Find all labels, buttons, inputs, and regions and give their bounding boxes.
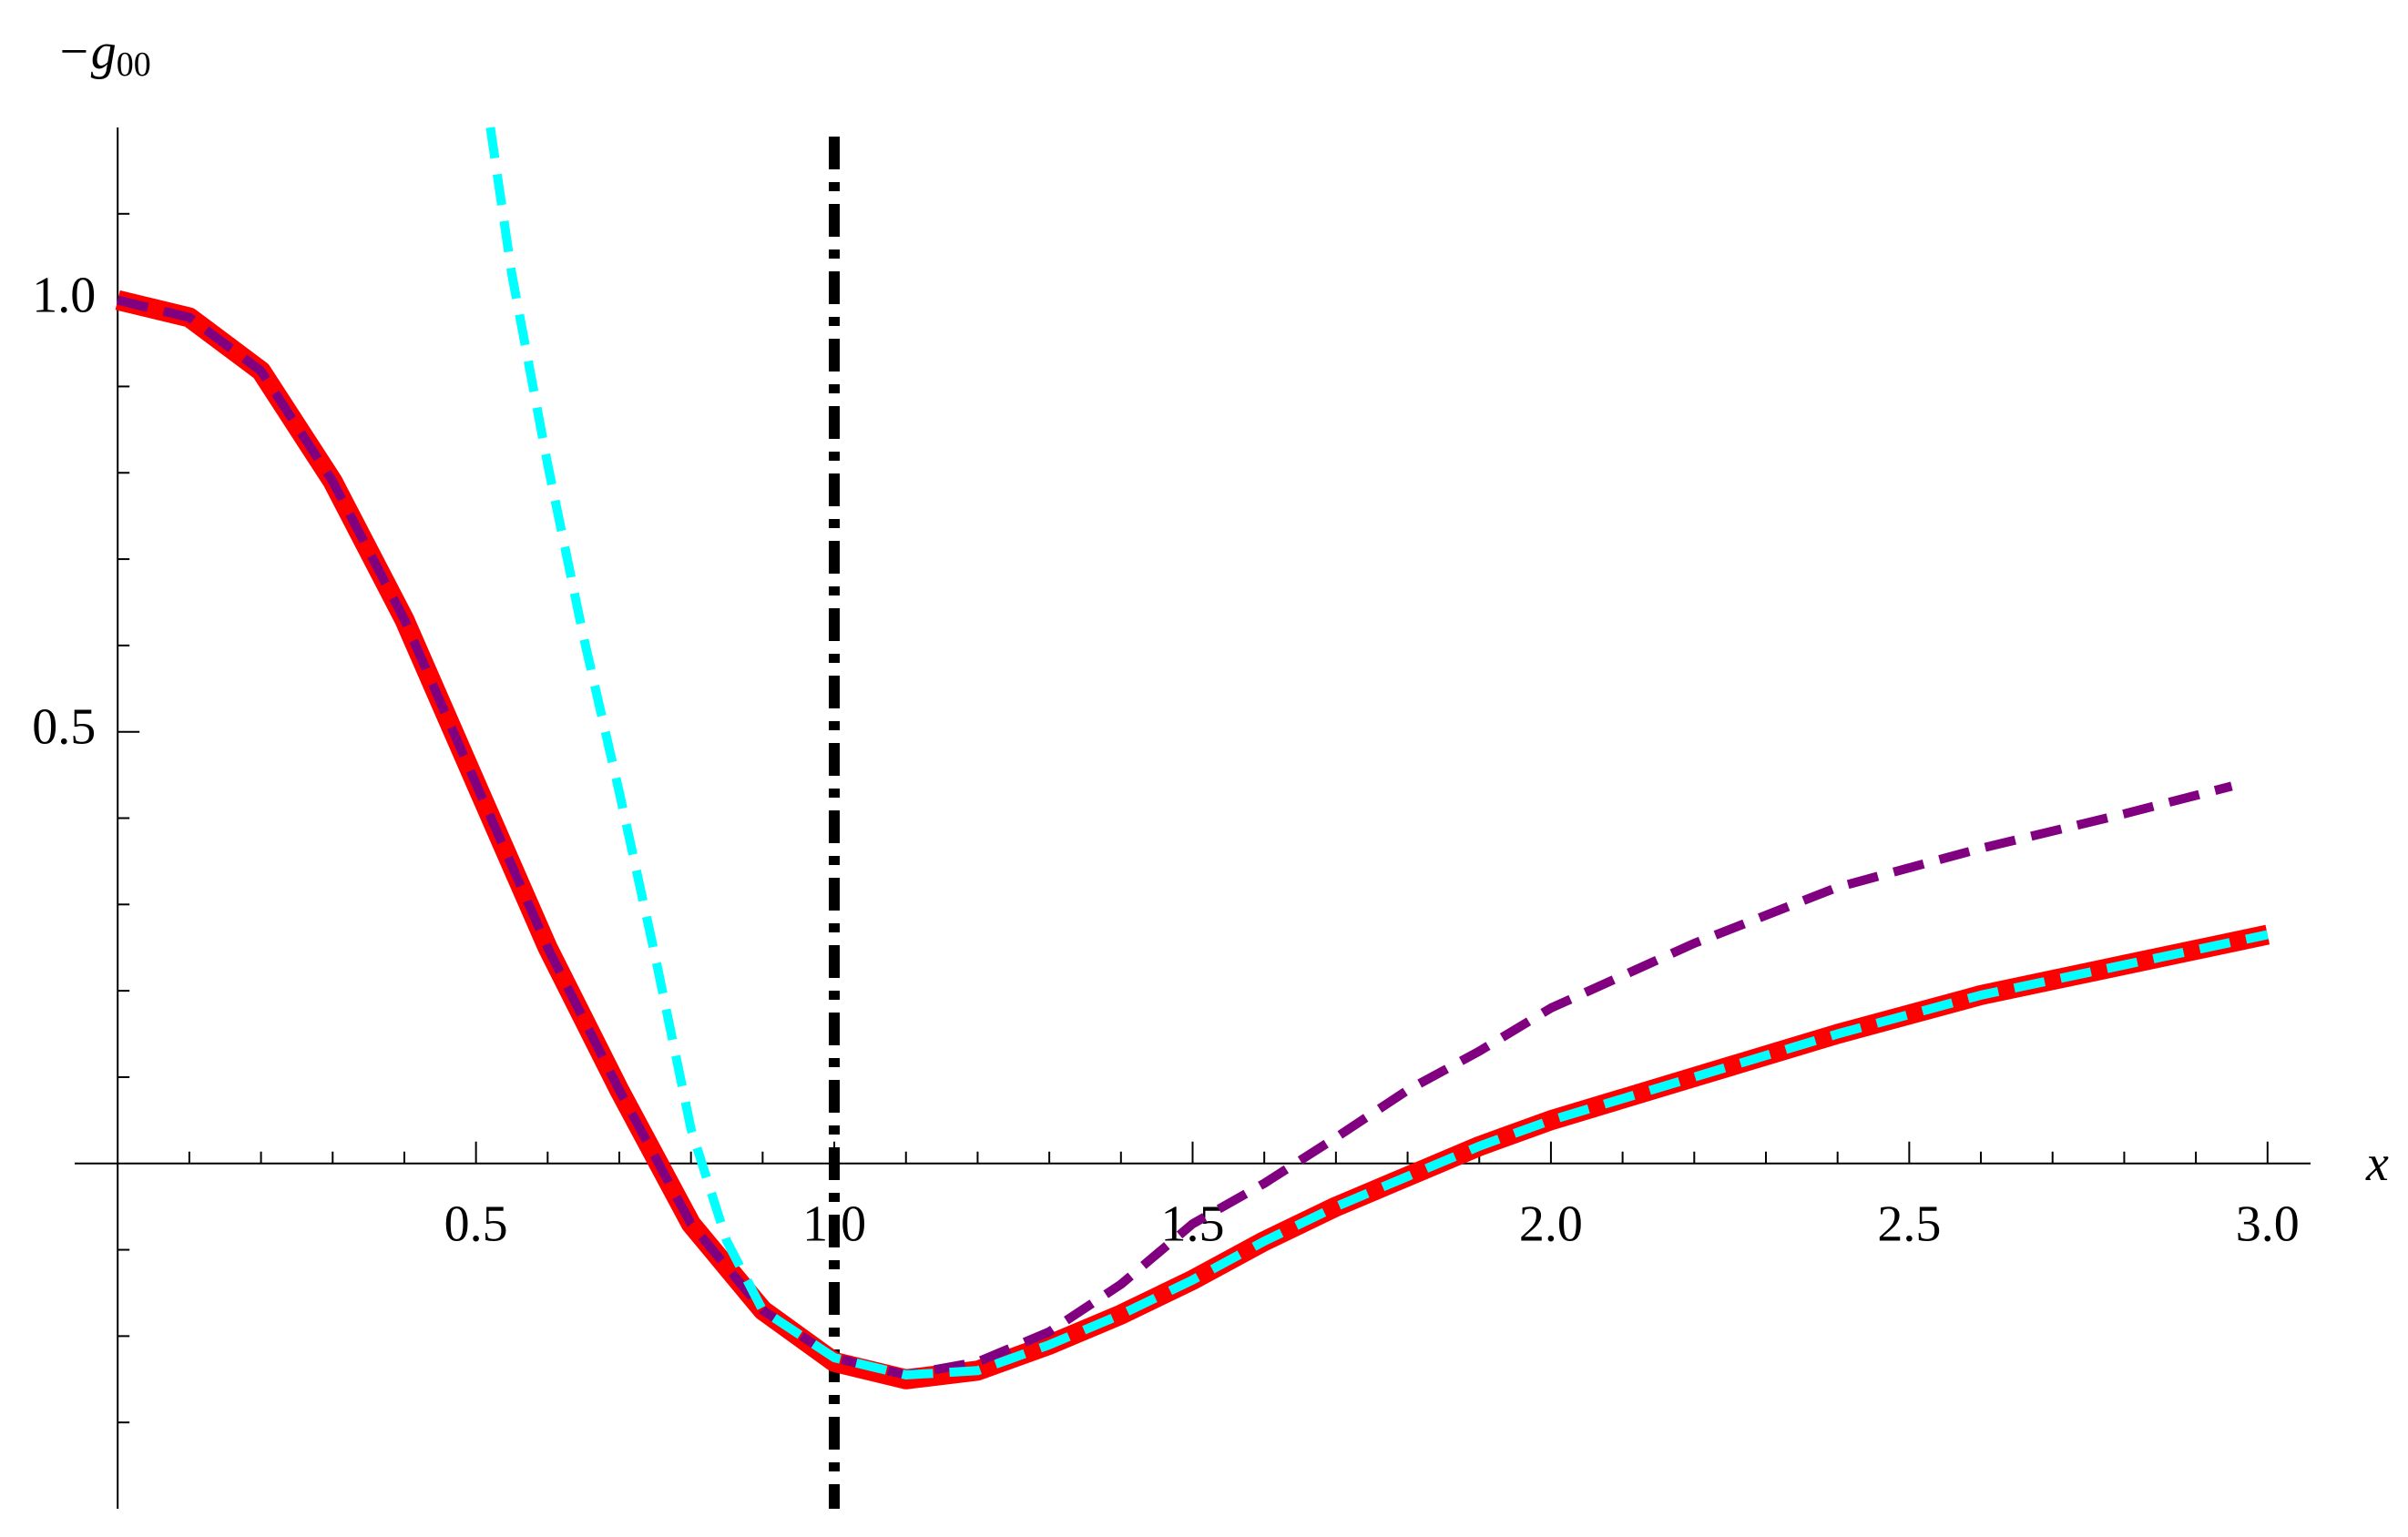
x-tick-label: 3.0 — [2236, 1196, 2300, 1253]
x-tick-label: 2.5 — [1877, 1196, 1941, 1253]
series-line — [485, 127, 2269, 1379]
series-line — [117, 295, 2233, 1379]
y-tick-label: 0.5 — [32, 699, 96, 756]
x-tick-label: 2.0 — [1519, 1196, 1583, 1253]
y-axis-label: −g00 — [56, 24, 151, 84]
x-tick-label: 0.5 — [444, 1196, 508, 1253]
y-tick-label: 1.0 — [32, 267, 96, 323]
y-axis-label-subscript: 00 — [117, 46, 151, 84]
y-axis-label-base: −g — [56, 24, 117, 80]
x-axis-label: x — [2365, 1135, 2389, 1192]
